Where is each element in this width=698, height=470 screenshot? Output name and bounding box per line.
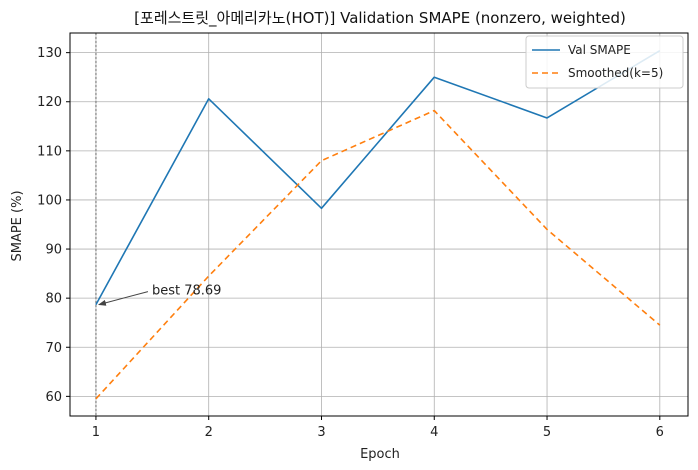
x-axis-ticks: 1 2 3 4 5 6 bbox=[92, 416, 664, 440]
x-tick-label: 1 bbox=[92, 425, 100, 440]
x-tick-label: 6 bbox=[656, 425, 664, 440]
annotation-text: best 78.69 bbox=[152, 284, 221, 299]
y-tick-label: 120 bbox=[37, 95, 62, 110]
grid bbox=[70, 33, 688, 416]
annotation-arrow bbox=[97, 291, 149, 306]
x-axis-label: Epoch bbox=[360, 447, 400, 462]
y-tick-label: 90 bbox=[45, 243, 62, 258]
legend-box bbox=[525, 35, 684, 89]
y-axis-ticks: 60 70 80 90 100 110 120 130 bbox=[37, 46, 70, 405]
y-tick-label: 80 bbox=[45, 292, 62, 307]
y-axis-label: SMAPE (%) bbox=[10, 190, 25, 261]
y-tick-label: 60 bbox=[45, 390, 62, 405]
legend: Val SMAPE Smoothed(k=5) bbox=[525, 35, 684, 89]
y-tick-label: 130 bbox=[37, 46, 62, 61]
series-layer bbox=[95, 49, 661, 400]
legend-label-val-smape: Val SMAPE bbox=[568, 43, 631, 57]
y-tick-label: 100 bbox=[37, 193, 62, 208]
x-tick-label: 4 bbox=[430, 425, 438, 440]
series-line-val-smape bbox=[95, 49, 661, 305]
legend-label-smoothed: Smoothed(k=5) bbox=[568, 66, 663, 80]
y-tick-label: 70 bbox=[45, 341, 62, 356]
best-annotation: best 78.69 bbox=[97, 284, 221, 306]
y-tick-label: 110 bbox=[37, 144, 62, 159]
plot-frame bbox=[69, 32, 689, 417]
x-tick-label: 5 bbox=[543, 425, 551, 440]
x-tick-label: 2 bbox=[205, 425, 213, 440]
chart-title: [포레스트릿_아메리카노(HOT)] Validation SMAPE (non… bbox=[134, 9, 626, 28]
x-tick-label: 3 bbox=[317, 425, 325, 440]
